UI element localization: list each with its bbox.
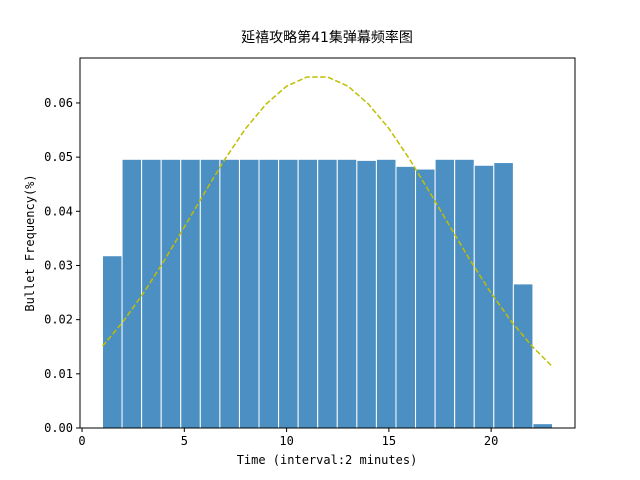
bar [121, 158, 143, 429]
x-tick-label: 10 [279, 434, 293, 448]
bar [512, 283, 534, 429]
bar [180, 158, 201, 429]
x-axis-label: Time (interval:2 minutes) [237, 453, 418, 467]
y-tick-label: 0.06 [44, 96, 73, 110]
bar [336, 158, 358, 429]
chart-title: 延禧攻略第41集弹幕频率图 [241, 29, 413, 46]
y-tick-label: 0.04 [44, 204, 73, 218]
bar [415, 168, 436, 429]
x-tick-label: 20 [484, 434, 498, 448]
bar [473, 164, 495, 429]
bar [219, 158, 240, 429]
bar [141, 158, 162, 429]
y-tick-label: 0.03 [44, 258, 73, 272]
bar [375, 158, 397, 429]
bar [199, 158, 221, 429]
y-axis-label: Bullet Frequency(%) [23, 174, 37, 311]
x-tick-label: 5 [181, 434, 188, 448]
bar [434, 158, 456, 429]
bar [258, 158, 280, 429]
bar [356, 159, 377, 429]
bar [297, 158, 319, 429]
x-tick-label: 0 [78, 434, 85, 448]
y-tick-label: 0.02 [44, 313, 73, 327]
bar [238, 158, 260, 429]
bar [317, 158, 338, 429]
y-tick-label: 0.00 [44, 421, 73, 435]
curve [101, 76, 554, 368]
bar [454, 158, 475, 429]
bar [493, 162, 514, 429]
y-tick-label: 0.01 [44, 367, 73, 381]
bar [395, 165, 417, 429]
x-tick-label: 15 [382, 434, 396, 448]
plot-frame [79, 57, 576, 429]
bar [532, 423, 554, 429]
bar [160, 158, 182, 429]
y-tick-label: 0.05 [44, 150, 73, 164]
bar [278, 158, 299, 429]
